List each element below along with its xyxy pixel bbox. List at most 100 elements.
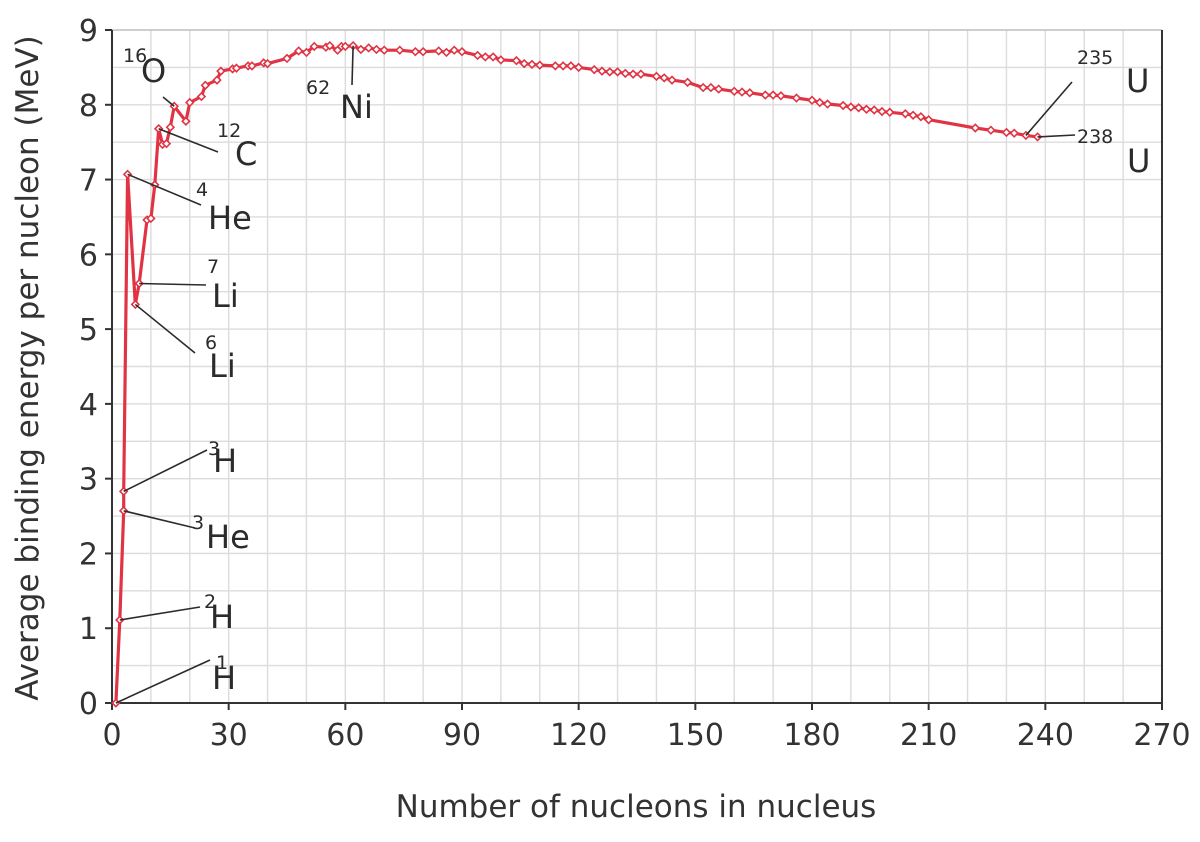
data-point: [231, 63, 242, 73]
data-point: [371, 44, 382, 55]
data-point: [923, 115, 934, 125]
data-point: [511, 55, 522, 66]
data-point: [636, 69, 646, 79]
y-tick-label: 1: [79, 612, 98, 647]
annotation-superscript: 16: [123, 45, 147, 67]
x-tick-label: 240: [1017, 718, 1074, 753]
leader-line: [127, 173, 202, 206]
annotation-symbol: U: [1126, 62, 1149, 100]
leader-line: [123, 449, 208, 493]
annotation-4he: 4He: [127, 173, 252, 237]
data-point: [986, 125, 996, 135]
leader-line: [119, 606, 201, 621]
data-point: [869, 105, 879, 115]
data-point: [488, 52, 498, 62]
annotation-symbol: H: [210, 598, 234, 636]
data-point: [713, 84, 724, 94]
data-point: [301, 47, 312, 58]
data-point: [161, 138, 172, 149]
data-point: [659, 73, 669, 83]
annotation-symbol: O: [141, 52, 166, 90]
data-point: [293, 46, 304, 56]
data-point: [970, 123, 981, 133]
data-point: [519, 58, 529, 69]
data-point: [181, 116, 191, 126]
annotation-symbol: Ni: [340, 88, 373, 126]
x-tick-label: 0: [102, 718, 121, 753]
leader-line: [1037, 134, 1076, 138]
annotation-16o: 16O: [123, 45, 175, 107]
annotation-symbol: He: [208, 199, 252, 237]
annotation-238u: 238 U: [1037, 126, 1150, 180]
data-point: [146, 213, 156, 224]
leader-line: [139, 282, 207, 286]
x-tick-label: 120: [550, 718, 607, 753]
annotation-superscript: 1: [216, 652, 228, 674]
data-point: [325, 40, 335, 51]
data-series: [111, 40, 1043, 708]
data-point: [480, 52, 491, 62]
leader-line: [351, 45, 354, 86]
data-point: [496, 55, 506, 65]
data-point: [628, 69, 638, 79]
plot-frame: [105, 29, 1163, 710]
data-point: [667, 75, 677, 85]
leader-line: [115, 659, 211, 704]
leader-line: [134, 303, 196, 354]
data-point: [185, 97, 195, 108]
y-tick-label: 5: [79, 313, 98, 348]
data-point: [589, 64, 599, 75]
data-point: [282, 53, 292, 64]
data-point: [908, 110, 918, 120]
annotation-symbol: C: [235, 135, 257, 173]
annotation-superscript: 235: [1077, 47, 1113, 69]
x-axis-title: Number of nucleons in nucleus: [396, 789, 877, 825]
data-point: [410, 46, 421, 57]
annotation-1h: 1H: [115, 652, 236, 704]
data-point: [216, 66, 226, 76]
leader-line: [158, 127, 219, 153]
data-point: [768, 90, 778, 100]
annotation-3he: 3 He: [123, 510, 250, 556]
annotation-12c: 12C: [158, 120, 257, 173]
y-tick-label: 0: [79, 687, 98, 722]
data-point: [791, 93, 802, 103]
data-point: [247, 61, 257, 71]
data-point: [706, 82, 716, 93]
y-tick-label: 4: [79, 388, 98, 423]
data-point: [457, 46, 467, 57]
data-point: [776, 91, 786, 101]
data-point: [651, 71, 662, 82]
annotation-2h: 2H: [119, 591, 234, 636]
data-point: [433, 46, 444, 56]
data-point: [916, 112, 926, 122]
data-point: [165, 122, 176, 132]
data-point: [558, 61, 568, 71]
x-tick-label: 90: [443, 718, 481, 753]
data-point: [822, 99, 833, 109]
data-point: [745, 88, 755, 98]
data-point: [441, 47, 452, 58]
y-tick-label: 3: [79, 463, 98, 498]
data-point: [1001, 127, 1012, 138]
x-tick-label: 270: [1133, 718, 1190, 753]
data-point: [200, 80, 211, 91]
annotation-superscript: 6: [205, 332, 217, 354]
data-point: [846, 102, 856, 112]
data-point: [418, 46, 428, 57]
annotation-superscript: 3: [192, 512, 204, 534]
data-point: [550, 61, 561, 71]
data-point: [472, 50, 483, 61]
data-point: [698, 82, 708, 93]
data-point: [861, 104, 872, 114]
data-point: [153, 123, 164, 134]
annotation-235u: 235 U: [1025, 47, 1149, 136]
x-tick-label: 60: [326, 718, 364, 753]
data-point: [566, 61, 576, 71]
data-point: [760, 90, 771, 100]
y-tick-label: 8: [79, 89, 98, 124]
data-point: [212, 75, 222, 85]
